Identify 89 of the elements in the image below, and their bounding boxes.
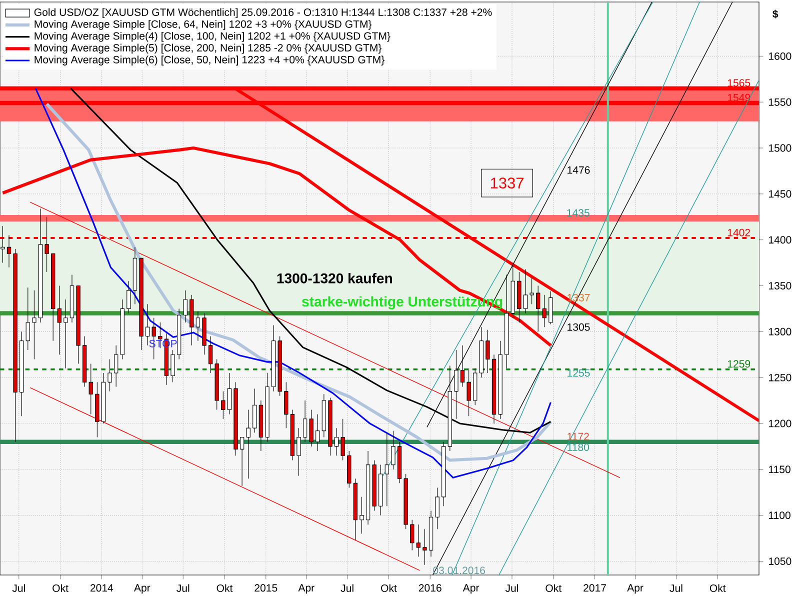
candlestick xyxy=(466,368,471,416)
candlestick xyxy=(170,350,175,382)
candlestick xyxy=(64,299,68,369)
y-tick-label: 1050 xyxy=(768,557,792,565)
x-tick-label: Okt xyxy=(52,584,68,592)
legend-label: Moving Average Simple [Close, 64, Nein] 1202 +3 +0% {XAUUSD GTM} xyxy=(34,20,372,30)
x-tick-label: Apr xyxy=(134,584,150,594)
x-tick-label: 2017 xyxy=(584,584,606,592)
candlestick xyxy=(221,391,226,420)
candlestick xyxy=(542,294,546,328)
y-tick-label: 1450 xyxy=(768,190,792,198)
annotation: 1255 xyxy=(568,369,590,377)
candlestick xyxy=(108,358,112,392)
annotation: 1476 xyxy=(568,166,590,174)
candlestick xyxy=(536,285,540,332)
candlestick xyxy=(284,382,288,428)
y-axis-title: $ xyxy=(772,10,778,18)
candlestick xyxy=(384,432,390,506)
ref-line-label: 1565 xyxy=(728,79,750,87)
candlestick xyxy=(246,409,250,479)
annotation: 1180 xyxy=(568,444,590,452)
candlestick xyxy=(316,414,320,452)
candlestick xyxy=(32,290,36,360)
annotation: 1300-1320 kaufen xyxy=(277,273,392,284)
candlestick xyxy=(410,520,414,550)
candlestick xyxy=(530,276,534,304)
x-tick-label: Jul xyxy=(505,584,518,592)
x-tick-label: Jul xyxy=(670,584,682,592)
candlestick xyxy=(114,345,118,388)
x-tick-label: Apr xyxy=(298,584,314,594)
candlestick xyxy=(88,364,93,415)
candlestick xyxy=(486,330,490,374)
x-tick-label: Apr xyxy=(462,584,480,594)
candlestick xyxy=(26,287,30,350)
x-tick-label: Jul xyxy=(12,584,25,592)
candlestick xyxy=(0,226,5,264)
legend-label: Gold USD/OZ [XAUUSD GTM Wöchentlich] 25.09.2016 - O:1310 H:1344 L:1308 C:1337 +28 +2% xyxy=(34,8,492,18)
annotation: 1337 xyxy=(490,178,524,189)
y-tick-label: 1250 xyxy=(768,374,792,382)
candlestick xyxy=(360,496,364,534)
candlestick xyxy=(302,400,308,442)
candlestick xyxy=(435,487,440,530)
legend-label: Moving Average Simple(6) [Close, 50, Nein] 1223 +4 +0% {XAUUSD GTM} xyxy=(34,56,384,66)
candlestick xyxy=(523,268,528,314)
x-tick-label: Okt xyxy=(710,584,726,592)
candlestick xyxy=(340,418,345,460)
x-tick-label: Apr xyxy=(627,584,644,594)
x-tick-label: Okt xyxy=(216,584,233,592)
y-tick-label: 1600 xyxy=(768,52,792,60)
candlestick xyxy=(126,280,131,314)
candlestick xyxy=(240,436,244,486)
x-tick-label: Okt xyxy=(381,584,397,592)
y-tick-label: 1100 xyxy=(768,512,790,520)
y-tick-label: 1550 xyxy=(768,98,792,106)
candlestick xyxy=(422,528,427,566)
candlestick xyxy=(334,428,339,456)
candlestick xyxy=(296,428,301,476)
x-tick-label: Jul xyxy=(176,584,190,592)
candlestick xyxy=(208,336,213,374)
candlestick xyxy=(183,290,188,323)
candlestick xyxy=(44,216,49,272)
candlestick xyxy=(145,304,150,346)
candlestick xyxy=(6,234,12,268)
ref-line-label: 1259 xyxy=(728,360,750,368)
x-tick-label: Jul xyxy=(340,584,354,592)
y-tick-label: 1300 xyxy=(768,328,792,336)
candlestick xyxy=(416,524,421,557)
y-tick-label: 1150 xyxy=(768,466,790,474)
candlestick xyxy=(391,430,396,470)
x-tick-label: 2015 xyxy=(254,584,278,592)
candlestick xyxy=(309,409,314,447)
candlestick xyxy=(57,285,62,355)
annotation: 1435 xyxy=(567,209,590,217)
legend-label: Moving Average Simple(5) [Close, 200, Nein] 1285 -2 0% {XAUUSD GTM} xyxy=(34,44,382,54)
x-tick-label: 2016 xyxy=(418,584,442,592)
legend-label: Moving Average Simple(4) [Close, 100, Nein] 1202 +1 +0% {XAUUSD GTM} xyxy=(34,32,390,42)
candlestick xyxy=(460,345,465,388)
y-tick-label: 1200 xyxy=(768,420,792,428)
candlestick xyxy=(454,350,458,420)
x-tick-label: 2014 xyxy=(90,584,114,592)
y-tick-label: 1500 xyxy=(768,144,792,152)
candlestick xyxy=(227,372,232,415)
y-tick-label: 1350 xyxy=(768,282,792,290)
y-tick-label: 1400 xyxy=(768,236,792,244)
x-tick-label: Okt xyxy=(546,584,562,592)
candlestick xyxy=(252,388,257,433)
annotation: 1305 xyxy=(568,323,590,331)
ref-line-label: 1402 xyxy=(728,228,750,236)
candlestick xyxy=(196,311,200,342)
